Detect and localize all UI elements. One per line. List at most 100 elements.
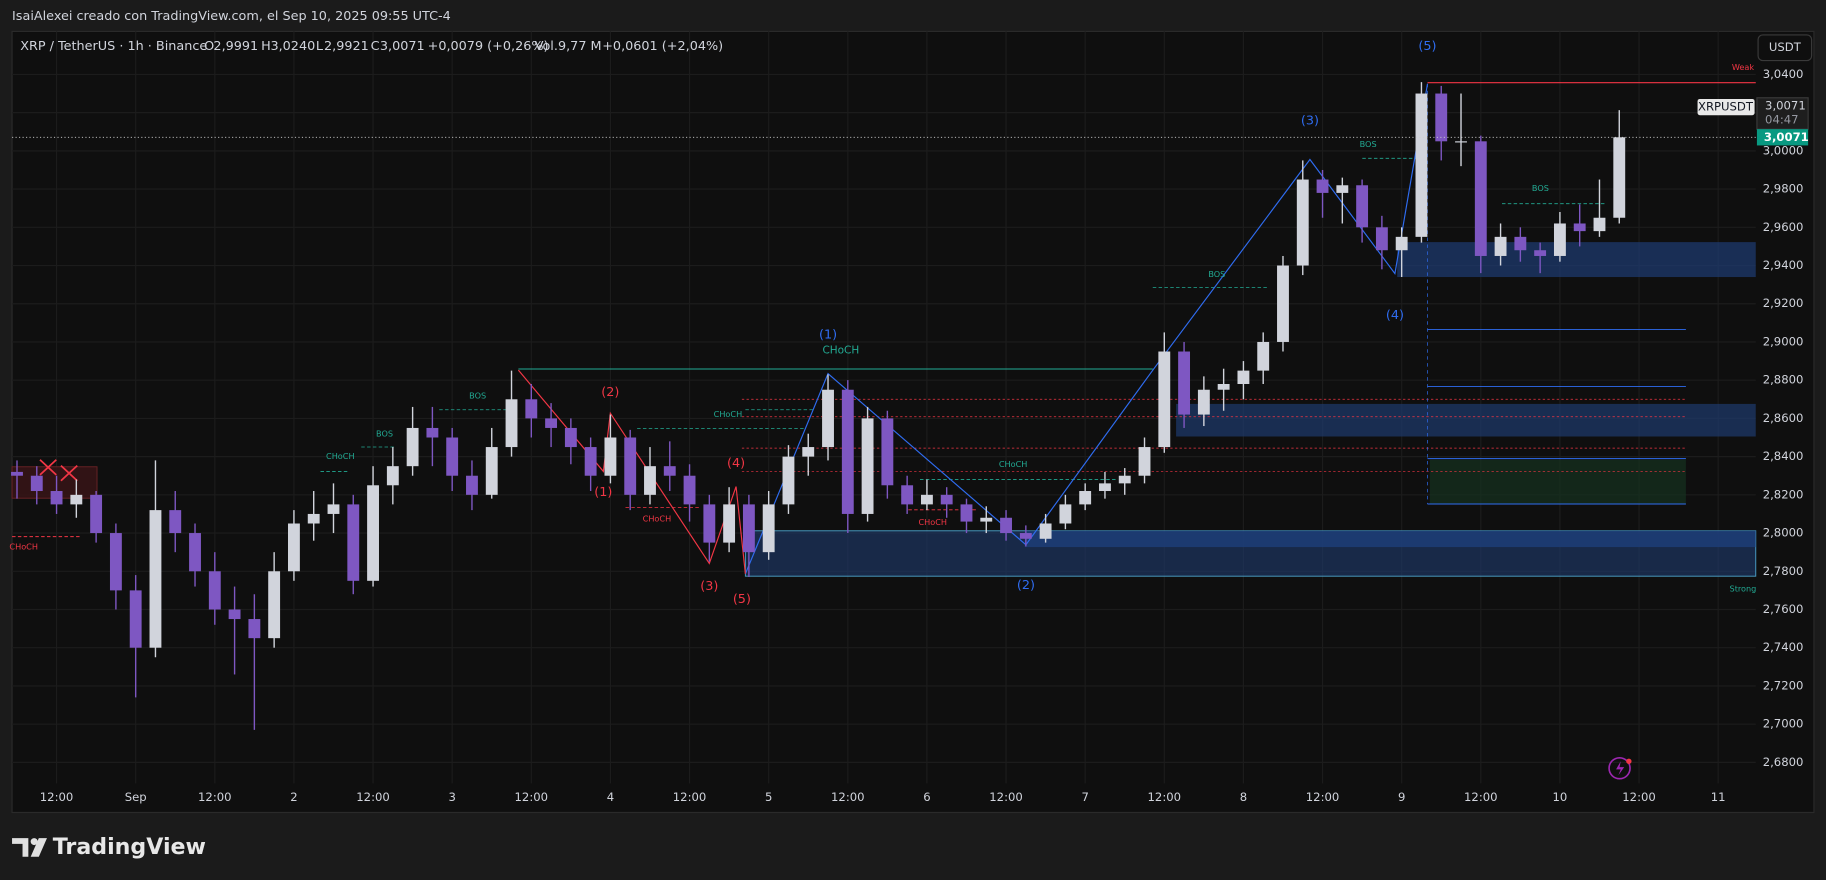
x-tick-label: 12:00	[989, 790, 1023, 804]
candle-body	[1217, 383, 1230, 390]
alert-dot	[1626, 758, 1632, 764]
x-tick-label: 11	[1711, 790, 1726, 804]
candle-body	[802, 447, 815, 457]
candle-body	[11, 471, 23, 476]
choch-label: CHoCH	[919, 517, 948, 527]
candle-body	[129, 590, 142, 648]
candle-body	[30, 475, 43, 492]
candle-body	[901, 485, 914, 505]
candle-body	[1474, 141, 1487, 256]
candle-body	[525, 399, 538, 419]
x-tick-label: 5	[765, 790, 772, 804]
y-tick-label: 3,0000	[1763, 143, 1804, 157]
candle-body	[367, 485, 379, 581]
countdown: 04:47	[1765, 112, 1799, 126]
candle-body	[485, 447, 498, 495]
candle-body	[1455, 141, 1467, 143]
candle-body	[189, 533, 201, 572]
currency-label: USDT	[1769, 40, 1802, 54]
candle-body	[940, 494, 953, 505]
choch-label: CHoCH	[999, 459, 1028, 469]
candle-body	[663, 466, 676, 476]
bos-label: BOS	[1360, 139, 1377, 149]
candle-body	[1079, 491, 1092, 505]
candle-body	[920, 494, 933, 505]
candle-body	[1197, 389, 1210, 415]
candle-body	[683, 475, 696, 505]
wave-label: (1)	[594, 485, 612, 500]
candle-body	[742, 504, 755, 553]
price-box-value: 3,0071	[1765, 98, 1806, 112]
x-tick-label: 12:00	[1464, 790, 1498, 804]
candle-body	[1000, 517, 1012, 534]
wave-line	[744, 83, 1429, 575]
candle-body	[50, 491, 63, 505]
y-tick-label: 2,7600	[1763, 602, 1804, 616]
price-tag	[1756, 129, 1809, 146]
x-tick-label: 4	[607, 790, 614, 804]
brand: TradingView	[53, 834, 206, 860]
candle-body	[1553, 223, 1566, 256]
y-tick-label: 2,7000	[1763, 717, 1804, 731]
alert-icon[interactable]	[1608, 756, 1631, 780]
y-tick-label: 2,6800	[1763, 755, 1804, 769]
footer-logo: TradingView	[12, 834, 206, 860]
candle-body	[426, 427, 439, 438]
y-tick-label: 3,0400	[1763, 67, 1804, 81]
candle-body	[169, 510, 182, 534]
currency-button[interactable]	[1757, 34, 1813, 62]
ohlc-label: O	[204, 39, 214, 54]
candle-body	[70, 494, 83, 505]
candle-body	[861, 418, 874, 514]
x-tick-label: 12:00	[40, 790, 74, 804]
wave-label: (1)	[819, 328, 837, 343]
symbol-tag	[1697, 98, 1755, 116]
legend-header: XRP / TetherUS · 1h · Binance O 2,9991 H…	[20, 39, 723, 54]
top-bar-text: IsaiAlexei creado con TradingView.com, e…	[12, 9, 451, 24]
x-tick-label: 12:00	[831, 790, 865, 804]
candle-body	[644, 466, 656, 495]
wave-label: (3)	[1301, 114, 1319, 129]
y-tick-label: 2,7400	[1763, 640, 1804, 654]
candle-body	[822, 389, 834, 448]
cross-marks	[39, 459, 78, 482]
candle-body	[327, 504, 340, 514]
candle-body	[1494, 236, 1507, 256]
choch-label: CHoCH	[643, 514, 672, 524]
x-tick-label: 12:00	[198, 790, 232, 804]
candle-body	[1375, 227, 1388, 251]
candle-body	[1356, 185, 1369, 228]
ohlc-value: 3,0071	[380, 39, 425, 54]
candle-body	[406, 427, 419, 467]
candle-body	[1395, 236, 1408, 251]
logo-mark	[30, 838, 38, 846]
wave-label: (2)	[1017, 578, 1035, 593]
y-tick-label: 2,9200	[1763, 296, 1804, 310]
candle-body	[307, 513, 320, 524]
y-tick-label: 2,7200	[1763, 678, 1804, 692]
candle-body	[1316, 179, 1329, 193]
candle-body	[723, 504, 736, 543]
x-tick-label: 12:00	[673, 790, 707, 804]
wave-label: (3)	[700, 579, 718, 594]
candle-body	[1296, 179, 1309, 266]
candle-body	[248, 619, 261, 639]
x-tick-label: 9	[1398, 790, 1405, 804]
x-tick-label: 12:00	[1306, 790, 1340, 804]
y-tick-label: 2,9000	[1763, 334, 1804, 348]
choch-label: CHoCH	[714, 409, 743, 419]
symbol-tag-text: XRPUSDT	[1698, 100, 1754, 114]
bos-lines	[320, 157, 1607, 480]
candle-body	[624, 437, 637, 495]
bos-label: BOS	[1208, 269, 1225, 279]
volume: 9,77 M	[558, 39, 602, 54]
y-tick-label: 2,8800	[1763, 373, 1804, 387]
x-tick-label: 12:00	[515, 790, 549, 804]
candle-body	[90, 494, 103, 534]
candle-body	[1039, 523, 1052, 539]
x-tick-label: Sep	[125, 790, 147, 804]
overlay: 3,0071	[12, 129, 1809, 146]
order-block	[1397, 242, 1756, 278]
candle-body	[505, 399, 518, 448]
